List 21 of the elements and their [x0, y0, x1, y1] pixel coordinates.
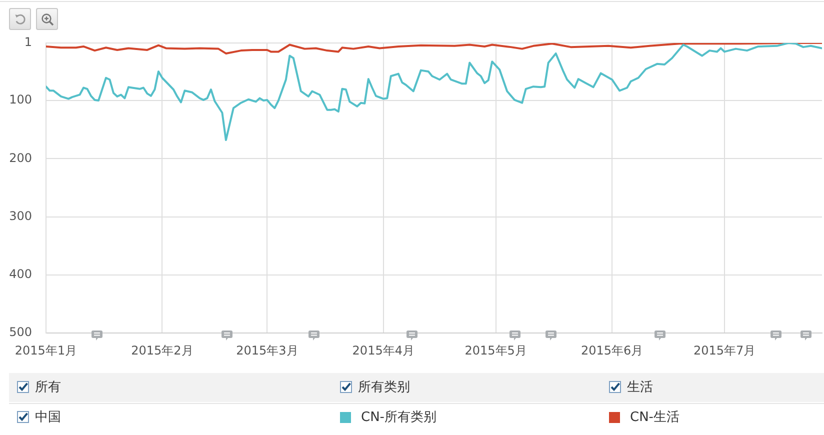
y-tick-label: 400 [9, 267, 32, 282]
y-tick-label: 100 [9, 92, 32, 107]
text: 生活 [627, 379, 653, 396]
y-tick-label: 1 [24, 35, 32, 50]
y-tick-label: 500 [9, 325, 32, 340]
zoom-button[interactable] [36, 8, 58, 30]
text: 中国 [35, 409, 61, 426]
x-tick-label: 2015年5月 [464, 343, 527, 358]
x-tick-label: 2015年2月 [131, 343, 194, 358]
text: 所有类别 [358, 379, 410, 396]
x-tick-label: 2015年3月 [236, 343, 298, 358]
legend-label: CN-所有类别 [361, 409, 436, 426]
y-tick-label: 200 [9, 150, 32, 165]
y-tick-label: 300 [9, 208, 32, 223]
x-tick-label: 2015年6月 [580, 343, 644, 358]
x-tick-label: 2015年4月 [352, 343, 414, 358]
legend-label: CN-生活 [630, 409, 680, 426]
x-tick-label: 2015年1月 [14, 343, 78, 358]
reset-button[interactable] [9, 8, 31, 30]
x-tick-label: 2015年7月 [693, 343, 756, 358]
text: 所有 [35, 379, 61, 396]
